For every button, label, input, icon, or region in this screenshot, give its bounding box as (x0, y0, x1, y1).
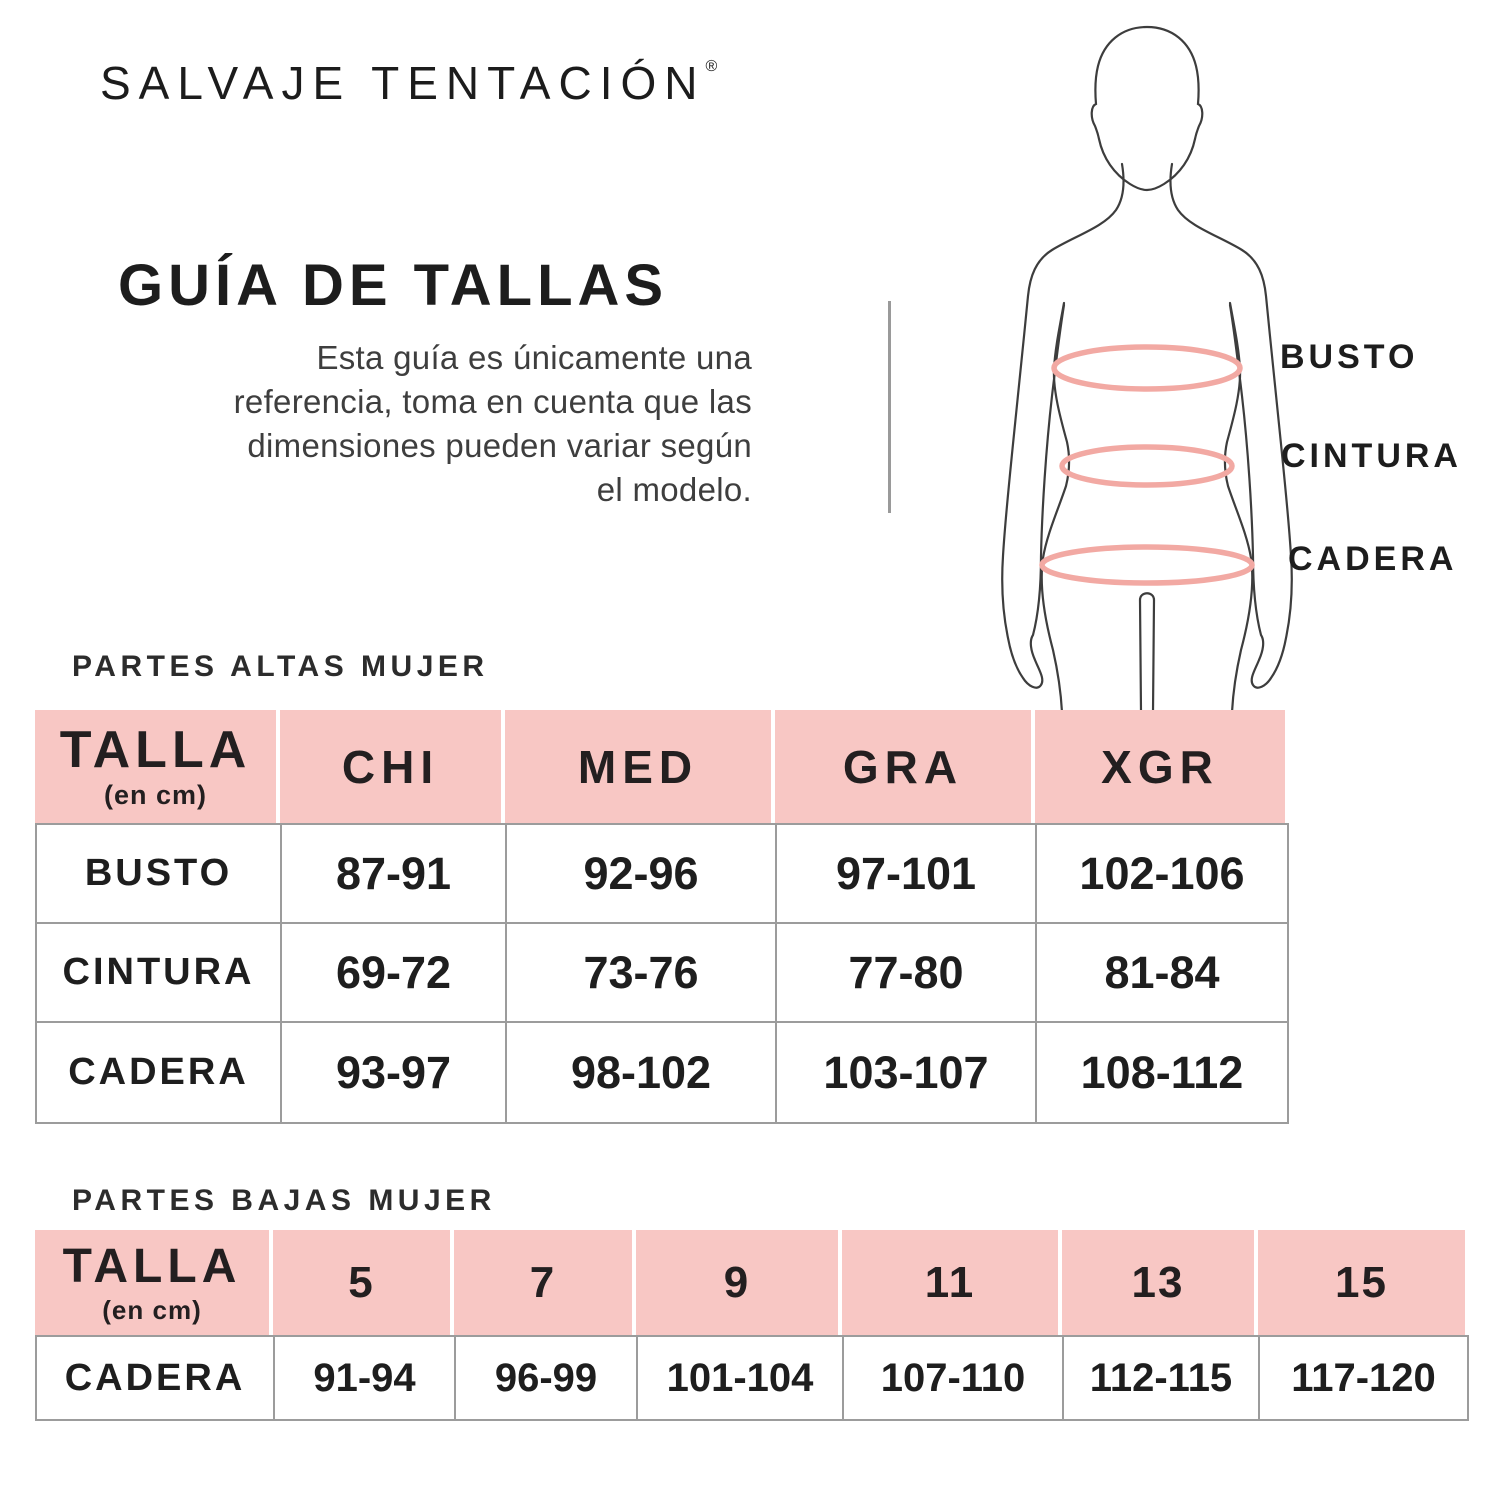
registered-trademark-icon: ® (705, 58, 718, 75)
size-unit: (en cm) (102, 1294, 202, 1325)
size-column-header: 11 (842, 1230, 1062, 1335)
measurement-value-cell: 77-80 (777, 924, 1037, 1023)
size-column-header: 15 (1258, 1230, 1465, 1335)
measurement-value-cell: 103-107 (777, 1023, 1037, 1122)
size-column-header: MED (505, 710, 775, 823)
lower-size-table: TALLA (en cm) 5 7 9 11 13 15 CADERA 91-9… (35, 1230, 1469, 1421)
waist-measure-ellipse (1059, 444, 1235, 488)
upper-table-header-row: TALLA (en cm) CHI MED GRA XGR (35, 710, 1289, 823)
upper-table-body: BUSTO 87-91 92-96 97-101 102-106 CINTURA… (35, 823, 1289, 1124)
size-unit: (en cm) (103, 780, 208, 810)
size-column-header: GRA (775, 710, 1035, 823)
size-column-header: 5 (273, 1230, 454, 1335)
measurement-value-cell: 101-104 (638, 1337, 844, 1419)
size-label: TALLA (62, 1239, 242, 1293)
left-arm-outline (1001, 162, 1125, 689)
brand-name: SALVAJE TENTACIÓN (100, 57, 706, 109)
lower-table-body: CADERA 91-94 96-99 101-104 107-110 112-1… (35, 1335, 1469, 1421)
description-line: el modelo. (596, 471, 752, 508)
measurement-row-label: BUSTO (37, 825, 282, 924)
hip-measure-ellipse (1039, 544, 1255, 586)
measurement-value-cell: 81-84 (1037, 924, 1287, 1023)
page-title: GUÍA DE TALLAS (118, 253, 669, 318)
measurement-value-cell: 98-102 (507, 1023, 777, 1122)
description-line: dimensiones pueden variar según (247, 427, 752, 464)
inner-legs-outline (1138, 592, 1156, 714)
size-column-header: 7 (454, 1230, 636, 1335)
measurement-value-cell: 108-112 (1037, 1023, 1287, 1122)
size-header-cell: TALLA (en cm) (35, 710, 280, 823)
description-line: Esta guía es únicamente una (316, 339, 752, 376)
measurement-value-cell: 117-120 (1260, 1337, 1467, 1419)
measurement-value-cell: 107-110 (844, 1337, 1064, 1419)
size-column-header: XGR (1035, 710, 1285, 823)
measurement-value-cell: 93-97 (282, 1023, 507, 1122)
measurement-row-label: CADERA (37, 1337, 275, 1419)
figure-label-bust: BUSTO (1280, 338, 1419, 376)
right-arm-outline (1169, 162, 1293, 689)
measurement-value-cell: 87-91 (282, 825, 507, 924)
measurement-value-cell: 69-72 (282, 924, 507, 1023)
body-silhouette-illustration (1001, 25, 1293, 714)
measurement-value-cell: 97-101 (777, 825, 1037, 924)
upper-table-heading: PARTES ALTAS MUJER (72, 650, 489, 683)
measurement-value-cell: 112-115 (1064, 1337, 1260, 1419)
size-column-header: 13 (1062, 1230, 1258, 1335)
brand-logo: SALVAJE TENTACIÓN® (100, 56, 717, 110)
description-line: referencia, toma en cuenta que las (233, 383, 752, 420)
measurement-value-cell: 91-94 (275, 1337, 456, 1419)
guide-description: Esta guía es únicamente una referencia, … (80, 336, 752, 512)
measurement-row-label: CADERA (37, 1023, 282, 1122)
section-divider-line (888, 301, 891, 513)
measurement-row-label: CINTURA (37, 924, 282, 1023)
size-header-cell: TALLA (en cm) (35, 1230, 273, 1335)
measurement-value-cell: 73-76 (507, 924, 777, 1023)
lower-table-heading: PARTES BAJAS MUJER (72, 1184, 496, 1217)
lower-table-header-row: TALLA (en cm) 5 7 9 11 13 15 (35, 1230, 1469, 1335)
figure-label-hip: CADERA (1288, 540, 1458, 578)
size-label: TALLA (59, 721, 252, 779)
head-outline (1090, 25, 1204, 192)
measurement-value-cell: 96-99 (456, 1337, 638, 1419)
upper-size-table: TALLA (en cm) CHI MED GRA XGR BUSTO 87-9… (35, 710, 1289, 1124)
size-column-header: CHI (280, 710, 505, 823)
measurement-value-cell: 102-106 (1037, 825, 1287, 924)
bust-measure-ellipse (1051, 344, 1243, 392)
measurement-value-cell: 92-96 (507, 825, 777, 924)
size-column-header: 9 (636, 1230, 842, 1335)
figure-label-waist: CINTURA (1281, 437, 1462, 475)
